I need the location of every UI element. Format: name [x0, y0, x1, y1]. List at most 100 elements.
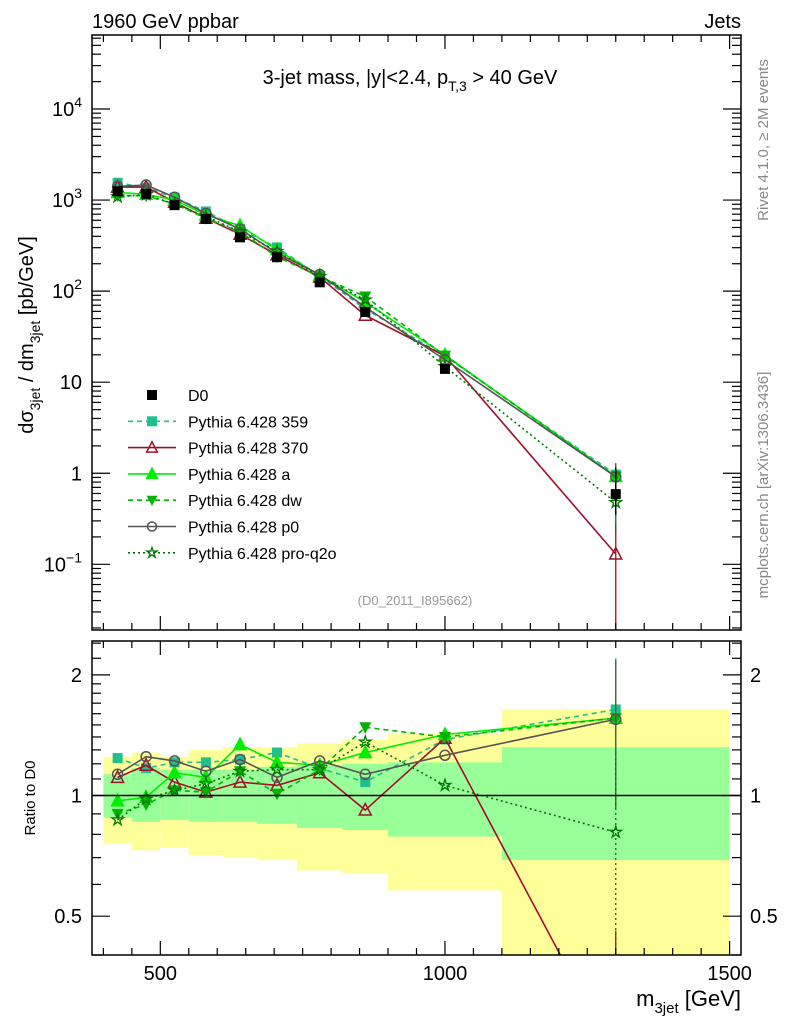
series-p0-ratio-point — [111, 768, 124, 781]
series-359-ratio-point — [112, 753, 123, 764]
series-p0-ratio-point — [610, 713, 622, 726]
d0-data-point — [235, 232, 246, 243]
series-pro-q2o-ratio-point — [232, 763, 248, 778]
series-359-main-point — [112, 177, 123, 188]
legend-marker — [147, 416, 157, 427]
series-a-ratio-point — [358, 744, 373, 759]
series-p0-ratio-point — [439, 749, 451, 762]
x-tick-label: 1500 — [707, 963, 752, 985]
series-pro-q2o-ratio-point — [198, 775, 214, 791]
series-pro-q2o-ratio-point — [437, 777, 453, 792]
legend-label: Pythia 6.428 a — [188, 467, 290, 484]
legend-label: Pythia 6.428 359 — [188, 414, 308, 431]
mcplots-credit-label: mcplots.cern.ch [arXiv:1306.3436] — [755, 372, 772, 599]
x-tick-label: 500 — [144, 963, 177, 985]
series-pro-q2o-ratio-point — [607, 824, 624, 839]
y-tick-label: 103 — [52, 185, 82, 212]
series-dw-ratio-point — [199, 787, 212, 799]
series-p0-main-line — [117, 184, 617, 478]
x-tick-label: 1000 — [423, 963, 468, 985]
rivet-version-label: Rivet 4.1.0, ≥ 2M events — [755, 59, 772, 221]
y-tick-label: 102 — [52, 276, 82, 303]
d0-data-point — [169, 200, 180, 211]
series-p0-ratio-line — [117, 718, 616, 779]
legend-label: Pythia 6.428 p0 — [188, 520, 299, 537]
d0-data-point — [272, 252, 283, 263]
series-359-ratio-point — [272, 747, 283, 758]
series-a-ratio-point — [232, 736, 248, 751]
series-a-ratio-line — [117, 717, 616, 802]
y-tick-label: 104 — [52, 94, 82, 121]
legend: D0 Pythia 6.428 359 Pythia 6.428 370 Pythia… — [128, 388, 337, 563]
series-pro-q2o-ratio-point — [357, 733, 374, 749]
legend-marker — [147, 390, 157, 400]
ratio-y-tick-label-right: 2 — [750, 665, 761, 687]
analysis-watermark: (D0_2011_I895662) — [358, 593, 473, 608]
series-370-ratio-point — [358, 801, 373, 816]
header-right: Jets — [704, 11, 741, 33]
y-tick-label: 10 — [60, 372, 82, 394]
d0-data-point — [314, 277, 325, 288]
d0-data-point — [112, 186, 123, 197]
d0-data-point — [360, 307, 371, 318]
legend-label: Pythia 6.428 pro-q2o — [188, 546, 337, 563]
main-plot-marks — [109, 177, 624, 630]
series-370-ratio-point — [232, 774, 248, 788]
series-a-main-line — [117, 191, 617, 478]
series-pro-q2o-ratio-point — [269, 761, 285, 777]
series-359-ratio-point — [200, 757, 211, 768]
ratio-y-tick-label-right: 1 — [750, 786, 761, 808]
series-a-ratio-point — [110, 792, 125, 807]
series-pro-q2o-ratio-point — [166, 782, 183, 797]
legend-marker — [146, 495, 158, 507]
d0-data-point — [141, 188, 152, 199]
series-pro-q2o-ratio-point — [138, 790, 154, 806]
ratio-y-tick-label-right: 0.5 — [750, 906, 778, 928]
series-370-ratio-line — [117, 736, 562, 955]
header-left: 1960 GeV ppbar — [92, 11, 239, 33]
main-frame — [91, 34, 742, 631]
ratio-frame — [91, 640, 742, 956]
series-370-main-line — [117, 186, 617, 555]
series-p0-ratio-point — [359, 768, 372, 781]
series-pro-q2o-ratio-line — [117, 741, 616, 833]
plot-title: 3-jet mass, |y|<2.4, pT,3 > 40 GeV — [263, 67, 558, 94]
series-pro-q2o-ratio-point — [311, 761, 328, 777]
series-dw-main-point — [438, 350, 451, 363]
x-axis-label: m3jet [GeV] — [636, 986, 741, 1017]
legend-label: Pythia 6.428 dw — [188, 493, 302, 510]
stat-uncertainty-band — [388, 762, 502, 837]
d0-data-point — [200, 213, 211, 224]
ratio-y-axis-label: Ratio to D0 — [22, 760, 39, 835]
ratio-y-tick-label-left: 2 — [71, 665, 82, 687]
y-tick-label: 1 — [71, 463, 82, 485]
legend-marker — [145, 466, 159, 480]
series-a-ratio-point — [167, 764, 182, 779]
series-359-ratio-point — [360, 777, 371, 788]
ratio-bands — [103, 709, 730, 955]
ratio-y-tick-label-left: 0.5 — [54, 906, 82, 928]
series-dw-ratio-point — [359, 722, 372, 734]
ratio-plot-marks — [109, 658, 624, 955]
series-dw-ratio-line — [117, 717, 616, 815]
series-p0-ratio-point — [168, 755, 181, 767]
series-359-ratio-line — [117, 708, 616, 783]
series-pro-q2o-ratio-point — [109, 811, 126, 827]
legend-label: Pythia 6.428 370 — [188, 441, 308, 458]
d0-data-point — [439, 363, 450, 374]
series-dw-main-point — [359, 291, 372, 304]
legend-marker — [145, 440, 159, 453]
series-370-ratio-point — [110, 769, 125, 784]
series-359-ratio-point — [141, 763, 152, 774]
y-axis-label: dσ3jet / dm3jet [pb/GeV] — [16, 236, 43, 434]
legend-marker — [146, 521, 158, 532]
series-p0-ratio-point — [140, 750, 152, 763]
legend-label: D0 — [188, 388, 209, 405]
y-tick-label: 10−1 — [44, 549, 82, 576]
ratio-y-tick-label-left: 1 — [71, 786, 82, 808]
series-dw-main-line — [117, 194, 617, 478]
legend-marker — [144, 545, 160, 559]
series-pro-q2o-main-line — [117, 193, 617, 504]
series-370-main-point — [608, 545, 623, 560]
